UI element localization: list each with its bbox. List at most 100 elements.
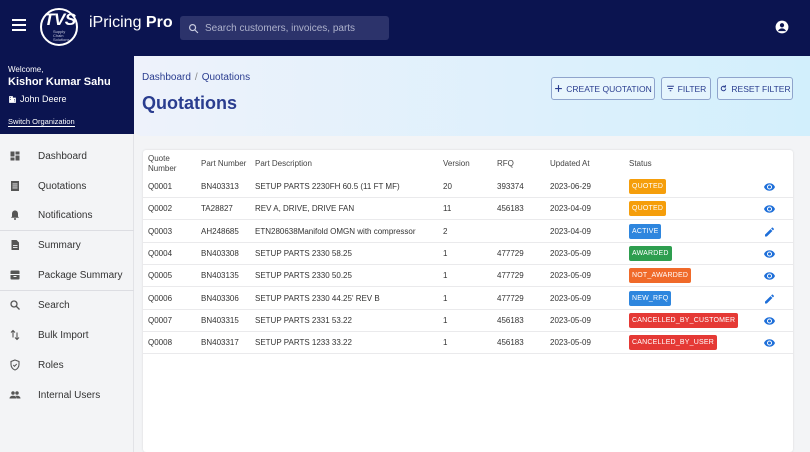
view-eye-icon[interactable] bbox=[763, 270, 776, 282]
updated-at-cell: 2023-05-09 bbox=[550, 271, 591, 281]
version-cell: 1 bbox=[443, 293, 448, 303]
table-row[interactable]: Q0005 BN403135 SETUP PARTS 2330 50.25 1 4777… bbox=[143, 265, 793, 288]
sidebar-item-internal-users[interactable]: Internal Users bbox=[0, 381, 134, 409]
status-badge: NEW_RFQ bbox=[629, 290, 672, 306]
package-icon bbox=[10, 270, 20, 280]
sidebar-item-dashboard[interactable]: Dashboard bbox=[0, 142, 134, 170]
column-header-part-number[interactable]: Part Number bbox=[201, 159, 247, 168]
view-eye-icon[interactable] bbox=[763, 203, 776, 215]
quote-number-cell: Q0004 bbox=[148, 248, 173, 258]
sidebar-item-search[interactable]: Search bbox=[0, 291, 134, 319]
part-description-cell: SETUP PARTS 2331 53.22 bbox=[255, 315, 352, 325]
search-icon bbox=[189, 23, 199, 33]
plus-icon bbox=[555, 85, 563, 92]
version-cell: 20 bbox=[443, 182, 452, 191]
updated-at-cell: 2023-04-09 bbox=[550, 204, 591, 214]
filter-button[interactable]: FILTER bbox=[661, 77, 711, 100]
logo-text: TVS bbox=[44, 10, 76, 29]
app-title: iPricing Pro bbox=[89, 14, 173, 32]
user-name: Kishor Kumar Sahu bbox=[8, 76, 111, 88]
sidebar-item-label: Summary bbox=[38, 239, 81, 251]
breadcrumb-dashboard[interactable]: Dashboard bbox=[142, 72, 191, 83]
page-title: Quotations bbox=[142, 93, 237, 113]
updated-at-cell: 2023-05-09 bbox=[550, 315, 591, 325]
part-description-cell: SETUP PARTS 2230FH 60.5 (11 FT MF) bbox=[255, 182, 400, 191]
quote-number-cell: Q0005 bbox=[148, 271, 173, 281]
status-badge: QUOTED bbox=[629, 201, 667, 217]
account-icon[interactable] bbox=[775, 20, 789, 34]
column-header-quote-number[interactable]: Quote Number bbox=[148, 154, 176, 174]
column-header-rfq[interactable]: RFQ bbox=[497, 159, 514, 168]
version-cell: 11 bbox=[443, 204, 452, 214]
breadcrumb: Dashboard / Quotations bbox=[142, 72, 250, 83]
updated-at-cell: 2023-05-09 bbox=[550, 338, 591, 348]
status-badge: CANCELLED_BY_CUSTOMER bbox=[629, 312, 739, 328]
quote-number-cell: Q0007 bbox=[148, 315, 173, 325]
edit-icon[interactable] bbox=[763, 226, 776, 238]
hamburger-menu-icon[interactable] bbox=[12, 19, 26, 33]
reset-filter-button[interactable]: RESET FILTER bbox=[717, 77, 793, 100]
sidebar-item-label: Quotations bbox=[38, 180, 87, 192]
app-title-prefix: iPricing bbox=[89, 14, 142, 31]
column-header-version[interactable]: Version bbox=[443, 159, 470, 168]
view-eye-icon[interactable] bbox=[763, 181, 776, 193]
people-icon bbox=[9, 391, 21, 399]
status-badge: ACTIVE bbox=[629, 223, 662, 239]
updated-at-cell: 2023-06-29 bbox=[550, 182, 591, 191]
table-row[interactable]: Q0006 BN403306 SETUP PARTS 2330 44.25' REV… bbox=[143, 288, 793, 310]
sidebar-item-label: Search bbox=[38, 299, 70, 311]
column-header-status[interactable]: Status bbox=[629, 159, 652, 168]
version-cell: 1 bbox=[443, 315, 448, 325]
quote-number-cell: Q0006 bbox=[148, 293, 173, 303]
list-icon bbox=[11, 181, 19, 191]
dashboard-icon bbox=[10, 151, 20, 161]
switch-organization-link[interactable]: Switch Organization bbox=[8, 117, 75, 127]
view-eye-icon[interactable] bbox=[763, 337, 776, 349]
table-row[interactable]: Q0008 BN403317 SETUP PARTS 1233 33.22 1 4561… bbox=[143, 332, 793, 355]
table-row[interactable]: Q0001 BN403313 SETUP PARTS 2230FH 60.5 (11… bbox=[143, 176, 793, 198]
reset-icon bbox=[721, 85, 727, 92]
rfq-cell: 456183 bbox=[497, 338, 524, 348]
part-number-cell: BN403313 bbox=[201, 182, 239, 191]
part-description-cell: ETN280638Manifold OMGN with compressor bbox=[255, 226, 416, 236]
column-header-updated-at[interactable]: Updated At bbox=[550, 159, 590, 168]
sidebar-item-package-summary[interactable]: Package Summary bbox=[0, 261, 134, 289]
tvs-logo bbox=[40, 8, 78, 46]
breadcrumb-quotations: Quotations bbox=[201, 72, 251, 83]
table-row[interactable]: Q0002 TA28827 REV A, DRIVE, DRIVE FAN 11 456… bbox=[143, 198, 793, 221]
part-description-cell: SETUP PARTS 1233 33.22 bbox=[255, 338, 352, 348]
organization-row: John Deere bbox=[8, 94, 134, 104]
table-row[interactable]: Q0003 AH248685 ETN280638Manifold OMGN with… bbox=[143, 221, 793, 243]
view-eye-icon[interactable] bbox=[763, 248, 776, 260]
version-cell: 2 bbox=[443, 226, 448, 236]
quote-number-cell: Q0001 bbox=[148, 182, 173, 191]
sidebar-item-quotations[interactable]: Quotations bbox=[0, 172, 134, 200]
table-row[interactable]: Q0004 BN403308 SETUP PARTS 2330 58.25 1 4777… bbox=[143, 243, 793, 265]
rfq-cell: 477729 bbox=[497, 248, 524, 258]
view-eye-icon[interactable] bbox=[763, 315, 776, 327]
updated-at-cell: 2023-05-09 bbox=[550, 293, 591, 303]
quote-number-cell: Q0003 bbox=[148, 226, 173, 236]
part-description-cell: REV A, DRIVE, DRIVE FAN bbox=[255, 204, 355, 214]
create-quotation-button[interactable]: CREATE QUOTATION bbox=[551, 77, 655, 100]
part-number-cell: BN403306 bbox=[201, 293, 239, 303]
sidebar-item-roles[interactable]: Roles bbox=[0, 351, 134, 379]
quote-number-cell: Q0008 bbox=[148, 338, 173, 348]
search-input[interactable] bbox=[205, 22, 385, 34]
filter-icon bbox=[666, 85, 674, 92]
app-title-bold: Pro bbox=[145, 14, 173, 31]
sidebar-item-notifications[interactable]: Notifications bbox=[0, 201, 134, 229]
part-number-cell: BN403315 bbox=[201, 315, 239, 325]
create-quotation-label: CREATE QUOTATION bbox=[566, 83, 652, 94]
column-header-part-description[interactable]: Part Description bbox=[255, 159, 312, 168]
table-row[interactable]: Q0007 BN403315 SETUP PARTS 2331 53.22 1 4561… bbox=[143, 310, 793, 332]
rfq-cell: 393374 bbox=[497, 182, 524, 191]
sidebar-item-summary[interactable]: Summary bbox=[0, 231, 134, 259]
part-description-cell: SETUP PARTS 2330 58.25 bbox=[255, 248, 352, 258]
sidebar-item-label: Dashboard bbox=[38, 150, 87, 162]
edit-icon[interactable] bbox=[763, 293, 776, 305]
document-icon bbox=[11, 240, 19, 250]
sidebar-item-bulk-import[interactable]: Bulk Import bbox=[0, 321, 134, 349]
part-number-cell: BN403135 bbox=[201, 271, 239, 281]
part-number-cell: BN403317 bbox=[201, 338, 239, 348]
